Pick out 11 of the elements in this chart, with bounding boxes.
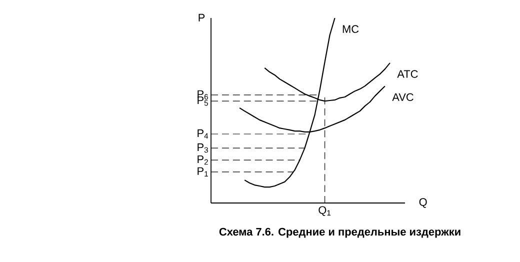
ref-line-label: P$_{2}$ — [198, 156, 208, 165]
series-label: ATC — [397, 70, 418, 78]
y-axis-title: P — [198, 14, 205, 22]
ref-line-label: P$_{3}$ — [198, 143, 208, 153]
text: Q$_{1}$ — [318, 206, 331, 216]
series-label: MC — [342, 25, 359, 33]
x-axis-title: Q — [419, 198, 427, 208]
ref-line-label: P$_{1}$ — [198, 167, 208, 177]
series-label: AVC — [392, 93, 414, 102]
text: Схема 7.6. Средние и предельные издержки — [219, 228, 460, 238]
ref-line-label: P$_{4}$ — [198, 129, 208, 139]
